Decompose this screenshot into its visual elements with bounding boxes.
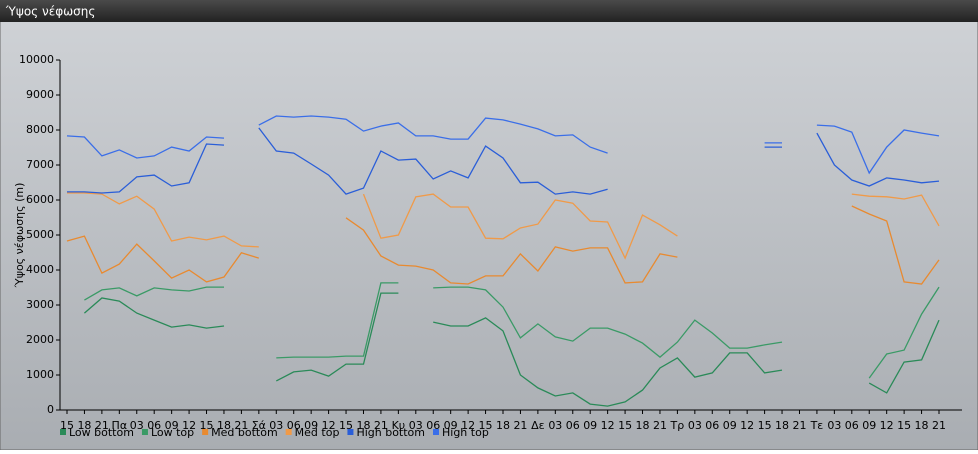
y-tick-label: 4000	[26, 263, 54, 276]
x-tick-label: 18	[356, 419, 370, 432]
x-tick-label: Δε	[531, 419, 545, 432]
x-tick-label: 06	[426, 419, 440, 432]
x-tick-label: 06	[845, 419, 859, 432]
x-tick-label: 15	[897, 419, 911, 432]
x-tick-label: 21	[932, 419, 946, 432]
x-tick-label: 12	[461, 419, 475, 432]
legend-label: Med top	[295, 426, 340, 439]
legend-label: High top	[442, 426, 489, 439]
y-tick-label: 7000	[26, 158, 54, 171]
x-tick-label: 12	[182, 419, 196, 432]
title-bar	[0, 0, 978, 22]
y-tick-label: 0	[47, 403, 54, 416]
x-tick-label: 21	[374, 419, 388, 432]
legend-swatch	[433, 429, 439, 435]
x-tick-label: Τε	[810, 419, 824, 432]
legend-swatch	[347, 429, 354, 435]
y-tick-label: 9000	[26, 88, 54, 101]
y-tick-label: 8000	[26, 123, 54, 136]
x-tick-label: Πα	[112, 419, 128, 432]
y-tick-label: 2000	[26, 333, 54, 346]
legend-swatch	[141, 429, 148, 435]
series-line	[67, 192, 940, 260]
y-tick-label: 5000	[26, 228, 54, 241]
y-tick-label: 10000	[19, 53, 54, 66]
series-line	[84, 282, 940, 379]
x-tick-label: 03	[130, 419, 144, 432]
x-tick-label: 21	[95, 419, 109, 432]
series-line	[66, 205, 940, 285]
x-tick-label: 03	[827, 419, 841, 432]
legend-label: High bottom	[356, 426, 425, 439]
y-axis-label: Ύψος νέφωσης (m)	[13, 183, 26, 289]
legend-swatch	[285, 429, 292, 435]
x-tick-label: 21	[234, 419, 248, 432]
legend-label: Low bottom	[69, 426, 134, 439]
x-tick-label: Κυ	[392, 419, 406, 432]
x-tick-label: Σά	[252, 419, 266, 432]
x-tick-label: 21	[653, 419, 667, 432]
y-tick-label: 6000	[26, 193, 54, 206]
x-tick-label: 12	[601, 419, 615, 432]
x-tick-label: 03	[688, 419, 702, 432]
legend-label: Low top	[151, 426, 194, 439]
x-tick-label: 18	[496, 419, 510, 432]
y-tick-label: 3000	[26, 298, 54, 311]
x-tick-label: 03	[548, 419, 562, 432]
x-tick-label: 12	[880, 419, 894, 432]
legend-swatch	[60, 429, 66, 435]
x-tick-label: 06	[147, 419, 161, 432]
x-tick-label: 18	[775, 419, 789, 432]
x-tick-label: 06	[566, 419, 580, 432]
x-tick-label: 18	[77, 419, 91, 432]
legend-swatch	[202, 429, 209, 435]
chart-title: Ύψος νέφωσης	[5, 5, 95, 19]
x-tick-label: 21	[513, 419, 527, 432]
x-tick-label: 18	[636, 419, 650, 432]
x-tick-label: 09	[583, 419, 597, 432]
x-tick-label: 06	[287, 419, 301, 432]
x-tick-label: 03	[409, 419, 423, 432]
x-tick-label: 15	[200, 419, 214, 432]
x-tick-label: 15	[60, 419, 74, 432]
x-tick-label: 15	[618, 419, 632, 432]
x-tick-label: 09	[862, 419, 876, 432]
x-tick-label: 15	[758, 419, 772, 432]
series-line	[83, 292, 940, 407]
legend-label: Med bottom	[211, 426, 278, 439]
x-tick-label: 09	[165, 419, 179, 432]
y-tick-label: 1000	[26, 368, 54, 381]
x-tick-label: 18	[217, 419, 231, 432]
series-line	[67, 127, 940, 195]
x-tick-label: 12	[322, 419, 336, 432]
x-tick-label: 03	[269, 419, 283, 432]
series-line	[66, 115, 940, 175]
x-tick-label: Τρ	[670, 419, 685, 432]
x-tick-label: 15	[339, 419, 353, 432]
x-tick-label: 09	[444, 419, 458, 432]
x-tick-label: 15	[479, 419, 493, 432]
x-tick-label: 21	[792, 419, 806, 432]
x-tick-label: 06	[705, 419, 719, 432]
x-tick-label: 18	[915, 419, 929, 432]
x-tick-label: 12	[740, 419, 754, 432]
x-tick-label: 09	[304, 419, 318, 432]
x-tick-label: 09	[723, 419, 737, 432]
